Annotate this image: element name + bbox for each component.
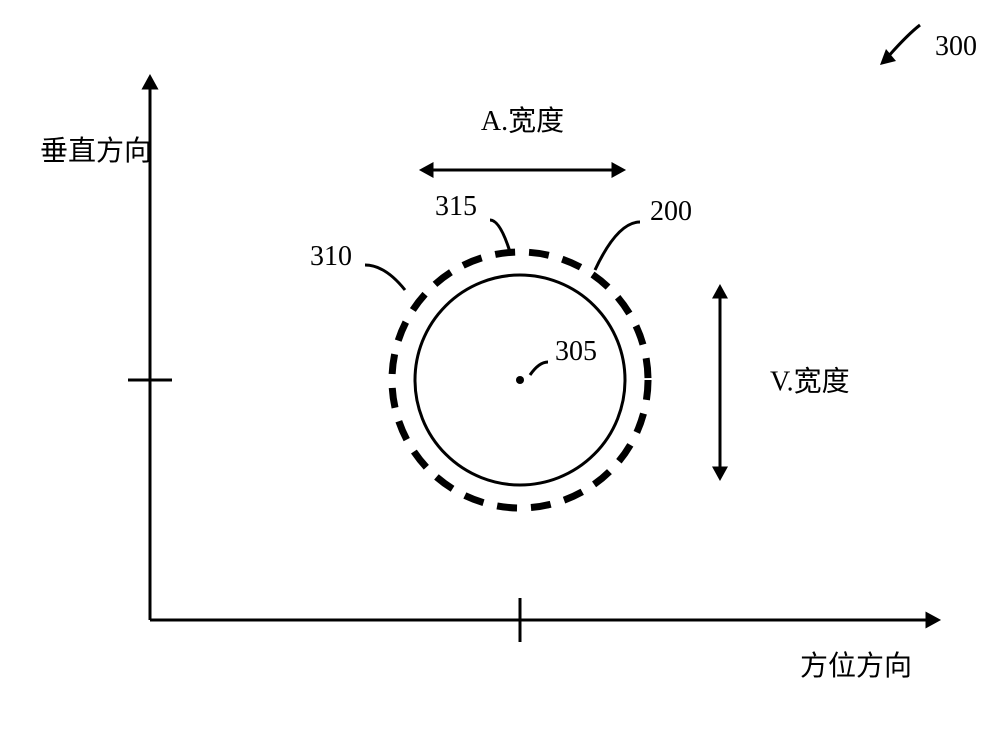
- callout-c310: 310: [310, 241, 352, 272]
- x-axis-label: 方位方向: [800, 650, 912, 682]
- callout-line-c310: [365, 265, 405, 290]
- figure-ref-arrow-line: [886, 25, 920, 59]
- callout-c305: 305: [555, 336, 597, 367]
- callout-c315: 315: [435, 191, 477, 222]
- figure-ref-label: 300: [935, 31, 977, 62]
- callout-line-c200: [595, 222, 640, 270]
- v-width-label: V.宽度: [770, 366, 850, 398]
- callout-c200: 200: [650, 196, 692, 227]
- center-dot: [516, 376, 524, 384]
- callout-line-c315: [490, 220, 510, 252]
- a-width-label: A.宽度: [481, 105, 564, 137]
- y-axis-label: 垂直方向: [40, 135, 152, 167]
- callout-line-c305: [530, 362, 548, 375]
